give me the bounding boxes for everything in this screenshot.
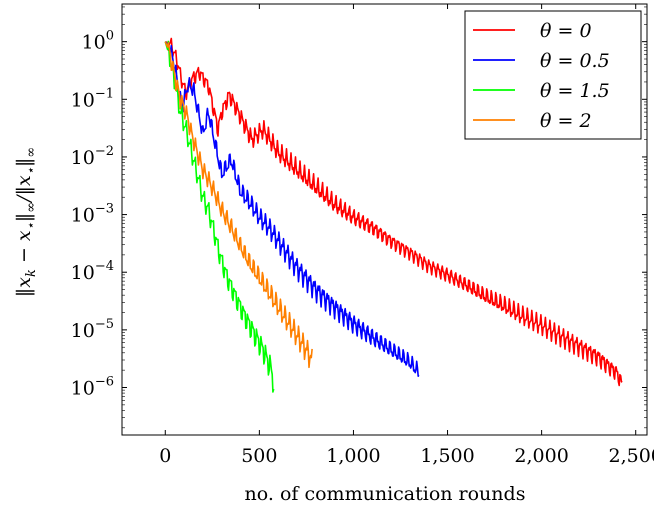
- y-tick-label: 10−6: [71, 375, 114, 400]
- legend-label: θ = 1.5: [540, 80, 610, 102]
- x-tick-label: 1,000: [326, 445, 380, 467]
- y-tick-label: 100: [82, 29, 114, 54]
- x-tick-label: 2,500: [609, 445, 654, 467]
- legend-label: θ = 0.5: [540, 50, 610, 72]
- x-axis-label: no. of communication rounds: [245, 483, 526, 505]
- svg-text:‖xk − x⋆‖∞/‖x⋆‖∞: ‖xk − x⋆‖∞/‖x⋆‖∞: [13, 147, 39, 297]
- series-line: [164, 41, 313, 369]
- y-tick-label: 10−2: [71, 144, 114, 169]
- series-line: [164, 40, 275, 393]
- y-tick-label: 10−4: [71, 259, 114, 284]
- y-tick-label: 10−1: [71, 86, 114, 111]
- plot-frame: [121, 3, 648, 436]
- y-axis-label: ‖xk − x⋆‖∞/‖x⋆‖∞: [13, 147, 39, 297]
- legend-box: [464, 10, 642, 140]
- x-tick-label: 2,000: [514, 445, 568, 467]
- series-line: [164, 41, 420, 377]
- x-tick-label: 500: [241, 445, 277, 467]
- x-tick-label: 1,500: [420, 445, 474, 467]
- legend-label: θ = 2: [540, 110, 592, 132]
- series-layer: [164, 37, 623, 393]
- legend: θ = 0 θ = 0.5 θ = 1.5 θ = 2: [464, 10, 642, 140]
- x-tick-label: 0: [159, 445, 171, 467]
- series-line: [164, 37, 623, 387]
- legend-label: θ = 0: [540, 20, 592, 42]
- tick-layer: 0 500 1,000 1,500 2,000 2,500 100 10−1 10−2 10−3 1…: [71, 4, 654, 467]
- y-tick-label: 10−5: [71, 317, 114, 342]
- y-tick-label: 10−3: [71, 202, 114, 227]
